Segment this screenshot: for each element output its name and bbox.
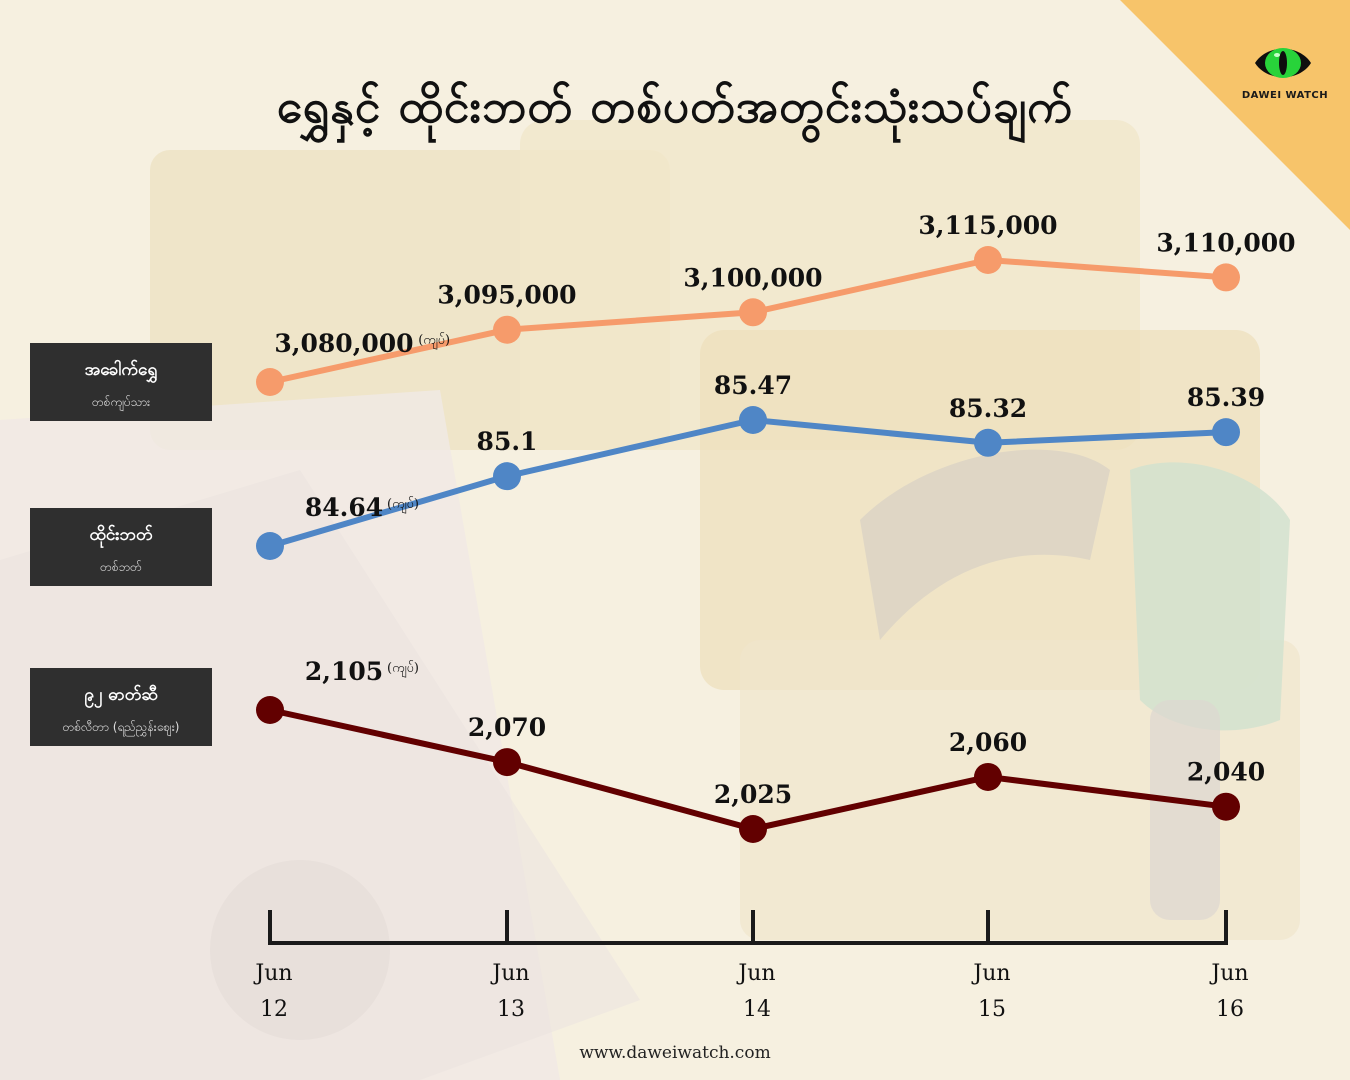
fuel-point: [1212, 792, 1240, 821]
baht-currency-note: (ကျပ်): [387, 496, 419, 514]
gold-unit: တစ်ကျပ်သား: [91, 395, 151, 409]
gold-value-label: 3,110,000: [1156, 228, 1295, 257]
baht-label: ထိုင်းဘတ်: [89, 525, 153, 545]
gold-value-label: 3,115,000: [918, 211, 1057, 240]
gold-value-label: 3,080,000: [274, 329, 413, 358]
gold-label-box: အခေါက်ရွှေ တစ်ကျပ်သား: [30, 343, 212, 421]
x-tick-month-label: Jun: [736, 961, 775, 986]
baht-point: [974, 428, 1002, 457]
baht-value-label: 85.32: [949, 394, 1027, 423]
x-tick-month-label: Jun: [1209, 961, 1248, 986]
gold-value-label: 3,095,000: [437, 281, 576, 310]
baht-value-label: 84.64: [305, 493, 383, 522]
fuel-point: [493, 748, 521, 777]
baht-value-label: 85.1: [477, 427, 538, 456]
x-tick-day-label: 15: [978, 997, 1006, 1022]
gold-point: [1212, 263, 1240, 292]
x-tick-day-label: 16: [1216, 997, 1244, 1022]
x-tick-month-label: Jun: [490, 961, 529, 986]
fuel-value-label: 2,070: [468, 713, 546, 742]
gold-point: [493, 315, 521, 344]
gold-point: [256, 368, 284, 396]
baht-series-line: [267, 417, 1229, 549]
fuel-series-line: [267, 707, 1229, 832]
fuel-value-label: 2,040: [1187, 758, 1265, 787]
baht-value-label: 85.39: [1187, 383, 1265, 412]
x-tick-day-label: 12: [260, 997, 288, 1022]
baht-point: [739, 406, 767, 434]
x-tick-day-label: 13: [497, 997, 525, 1022]
gold-point: [739, 298, 767, 327]
fuel-point: [974, 762, 1002, 791]
fuel-unit: တစ်လီတာ (ရည်ညွှန်းဈေး): [62, 720, 180, 734]
x-tick-month-label: Jun: [253, 961, 292, 986]
fuel-value-label: 2,025: [714, 780, 792, 809]
baht-unit: တစ်ဘတ်: [100, 560, 142, 574]
green-eye-icon: [1255, 48, 1311, 78]
fuel-point: [739, 815, 767, 843]
baht-point: [493, 462, 521, 491]
fuel-value-label: 2,105: [305, 657, 383, 686]
brand-name: DAWEI WATCH: [1241, 90, 1329, 101]
baht-value-label: 85.47: [714, 371, 792, 400]
page-title: ရွှေနှင့် ထိုင်းဘတ် တစ်ပတ်အတွင်းသုံးသပ်ခ…: [276, 79, 1074, 133]
gold-label: အခေါက်ရွှေ: [84, 360, 158, 380]
x-tick-month-label: Jun: [971, 961, 1010, 986]
baht-point: [1212, 418, 1240, 447]
x-tick-day-label: 14: [743, 997, 771, 1022]
footer-url: www.daweiwatch.com: [579, 1043, 771, 1063]
fuel-value-label: 2,060: [949, 728, 1027, 757]
gold-point: [974, 246, 1002, 274]
fuel-currency-note: (ကျပ်): [387, 660, 419, 678]
gold-value-label: 3,100,000: [683, 263, 822, 292]
fuel-label: ၉၂ ဓာတ်ဆီ: [84, 685, 158, 705]
fuel-label-box: ၉၂ ဓာတ်ဆီ တစ်လီတာ (ရည်ညွှန်းဈေး): [30, 668, 212, 746]
fuel-point: [256, 696, 284, 724]
gold-currency-note: (ကျပ်): [418, 332, 450, 350]
baht-label-box: ထိုင်းဘတ် တစ်ဘတ်: [30, 508, 212, 586]
baht-point: [256, 532, 284, 560]
